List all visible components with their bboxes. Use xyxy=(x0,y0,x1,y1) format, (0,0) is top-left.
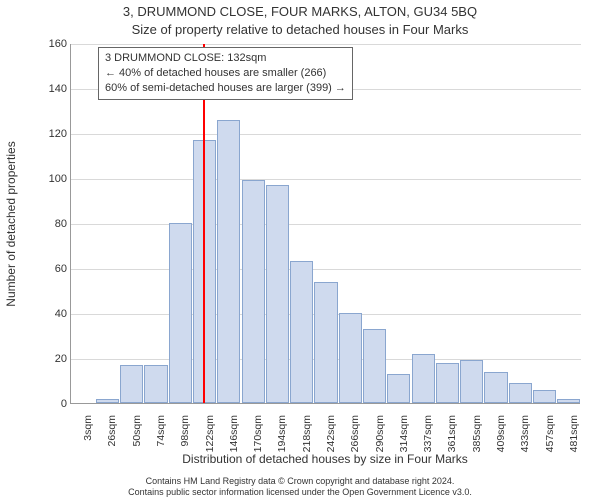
annotation-line: ← 40% of detached houses are smaller (26… xyxy=(105,66,346,81)
xtick-label: 242sqm xyxy=(325,415,337,452)
xtick-label: 122sqm xyxy=(204,415,216,452)
xtick-label: 314sqm xyxy=(398,415,410,452)
xtick-label: 457sqm xyxy=(544,415,556,452)
footer-line: Contains public sector information licen… xyxy=(0,487,600,498)
annotation-box: 3 DRUMMOND CLOSE: 132sqm← 40% of detache… xyxy=(98,47,353,100)
annotation-line: 3 DRUMMOND CLOSE: 132sqm xyxy=(105,51,346,66)
histogram-bar xyxy=(484,372,507,404)
xtick-label: 290sqm xyxy=(374,415,386,452)
plot-area: 0204060801001201401603sqm26sqm50sqm74sqm… xyxy=(70,44,580,404)
gridline xyxy=(71,269,581,270)
histogram-bar xyxy=(509,383,532,403)
histogram-bar xyxy=(266,185,289,403)
annotation-line: 60% of semi-detached houses are larger (… xyxy=(105,81,346,96)
ytick-label: 160 xyxy=(41,38,67,50)
histogram-bar xyxy=(436,363,459,404)
ytick-label: 140 xyxy=(41,83,67,95)
ytick-label: 100 xyxy=(41,173,67,185)
ytick-label: 120 xyxy=(41,128,67,140)
footer-credits: Contains HM Land Registry data © Crown c… xyxy=(0,476,600,499)
histogram-bar xyxy=(314,282,337,404)
ytick-label: 20 xyxy=(41,353,67,365)
histogram-bar xyxy=(387,374,410,403)
gridline xyxy=(71,44,581,45)
y-axis-label: Number of detached properties xyxy=(4,44,24,404)
histogram-bar xyxy=(557,399,580,404)
ytick-label: 40 xyxy=(41,308,67,320)
ytick-label: 60 xyxy=(41,263,67,275)
xtick-label: 3sqm xyxy=(82,415,94,441)
xtick-label: 385sqm xyxy=(471,415,483,452)
xtick-label: 98sqm xyxy=(179,415,191,447)
histogram-bar xyxy=(412,354,435,404)
xtick-label: 194sqm xyxy=(276,415,288,452)
footer-line: Contains HM Land Registry data © Crown c… xyxy=(0,476,600,487)
histogram-bar xyxy=(144,365,167,403)
ytick-label: 80 xyxy=(41,218,67,230)
xtick-label: 433sqm xyxy=(519,415,531,452)
xtick-label: 26sqm xyxy=(106,415,118,447)
xtick-label: 74sqm xyxy=(155,415,167,447)
histogram-bar xyxy=(533,390,556,404)
histogram-bar xyxy=(242,180,265,403)
histogram-bar xyxy=(363,329,386,403)
ytick-label: 0 xyxy=(41,398,67,410)
xtick-label: 409sqm xyxy=(495,415,507,452)
histogram-bar xyxy=(169,223,192,403)
xtick-label: 146sqm xyxy=(228,415,240,452)
xtick-label: 481sqm xyxy=(568,415,580,452)
histogram-bar xyxy=(460,360,483,403)
xtick-label: 337sqm xyxy=(422,415,434,452)
chart-subtitle: Size of property relative to detached ho… xyxy=(0,22,600,37)
xtick-label: 50sqm xyxy=(131,415,143,447)
gridline xyxy=(71,179,581,180)
histogram-bar xyxy=(217,120,240,404)
gridline xyxy=(71,134,581,135)
histogram-bar xyxy=(120,365,143,403)
gridline xyxy=(71,224,581,225)
xtick-label: 218sqm xyxy=(301,415,313,452)
xtick-label: 266sqm xyxy=(349,415,361,452)
histogram-bar xyxy=(290,261,313,403)
histogram-bar xyxy=(339,313,362,403)
x-axis-label: Distribution of detached houses by size … xyxy=(70,452,580,466)
xtick-label: 361sqm xyxy=(446,415,458,452)
chart-title: 3, DRUMMOND CLOSE, FOUR MARKS, ALTON, GU… xyxy=(0,4,600,19)
histogram-bar xyxy=(96,399,119,404)
xtick-label: 170sqm xyxy=(252,415,264,452)
